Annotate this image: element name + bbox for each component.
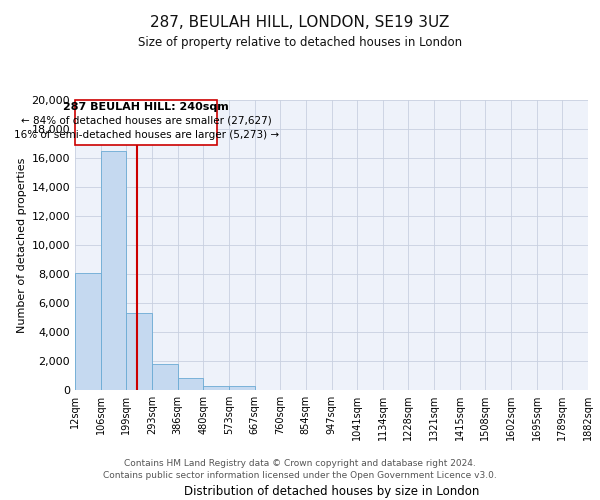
Bar [101, 151, 127, 390]
Text: 16% of semi-detached houses are larger (5,273) →: 16% of semi-detached houses are larger (… [14, 130, 279, 140]
Bar [127, 313, 152, 390]
Y-axis label: Number of detached properties: Number of detached properties [17, 158, 28, 332]
FancyBboxPatch shape [75, 100, 217, 145]
Bar [229, 386, 254, 390]
Text: 287 BEULAH HILL: 240sqm: 287 BEULAH HILL: 240sqm [64, 102, 229, 113]
Text: 287, BEULAH HILL, LONDON, SE19 3UZ: 287, BEULAH HILL, LONDON, SE19 3UZ [151, 15, 449, 30]
Bar [75, 272, 101, 390]
Bar [152, 364, 178, 390]
X-axis label: Distribution of detached houses by size in London: Distribution of detached houses by size … [184, 485, 479, 498]
Bar [178, 378, 203, 390]
Text: Contains public sector information licensed under the Open Government Licence v3: Contains public sector information licen… [103, 472, 497, 480]
Text: ← 84% of detached houses are smaller (27,627): ← 84% of detached houses are smaller (27… [21, 116, 272, 126]
Bar [203, 386, 229, 390]
Text: Size of property relative to detached houses in London: Size of property relative to detached ho… [138, 36, 462, 49]
Text: Contains HM Land Registry data © Crown copyright and database right 2024.: Contains HM Land Registry data © Crown c… [124, 460, 476, 468]
